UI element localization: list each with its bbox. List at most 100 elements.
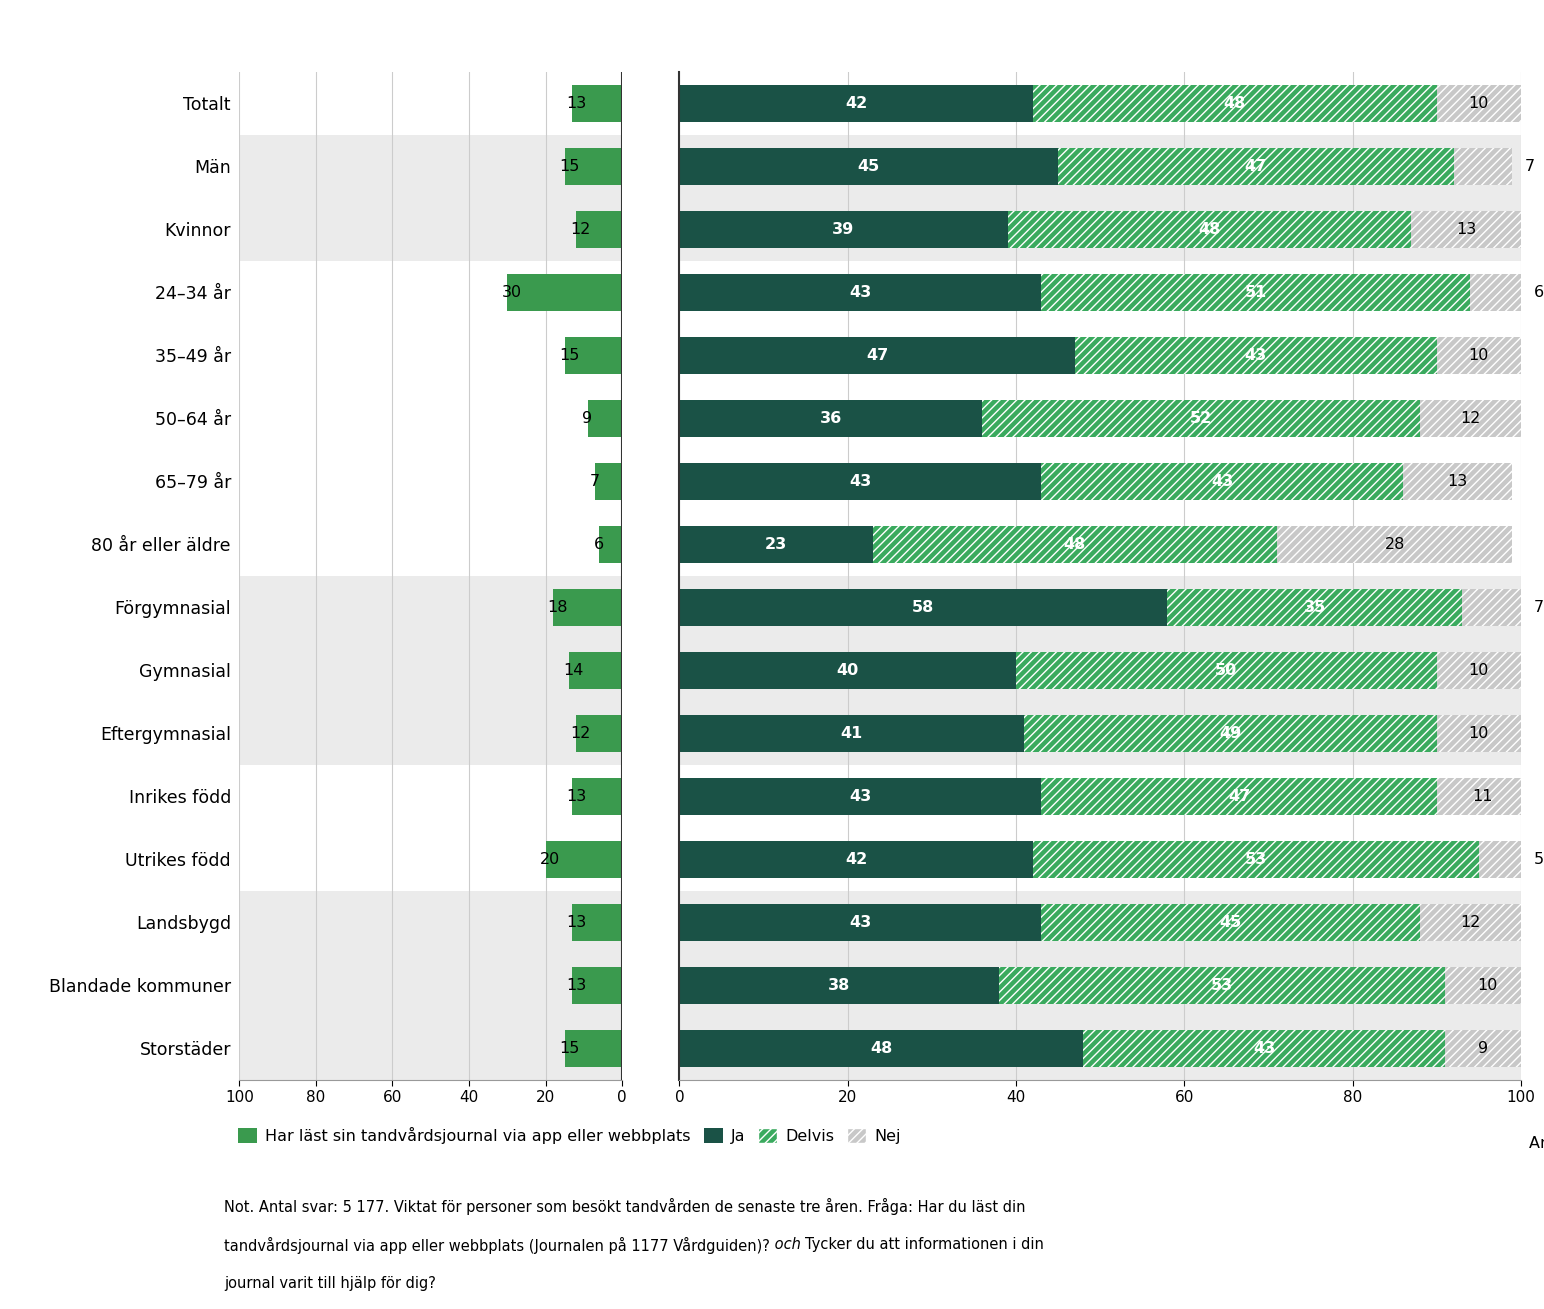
Text: 6: 6 <box>1533 285 1544 300</box>
Text: 42: 42 <box>845 852 868 867</box>
Bar <box>999 967 1445 1004</box>
Text: 10: 10 <box>1468 662 1488 678</box>
Bar <box>573 967 622 1004</box>
Bar <box>1436 85 1521 122</box>
Text: 11: 11 <box>1473 789 1493 804</box>
Bar <box>1470 274 1521 310</box>
Bar <box>679 954 1521 1017</box>
Text: 15: 15 <box>559 158 579 174</box>
Text: 47: 47 <box>866 348 888 363</box>
Bar <box>679 715 1024 751</box>
Text: 43: 43 <box>1254 1041 1275 1056</box>
Bar <box>1420 401 1521 437</box>
Bar <box>1058 148 1453 185</box>
Bar <box>1445 1030 1521 1067</box>
Bar <box>573 905 622 941</box>
Bar <box>239 639 622 702</box>
Bar <box>1033 842 1479 878</box>
Bar <box>679 639 1521 702</box>
Bar <box>1436 338 1521 374</box>
Text: 43: 43 <box>849 915 871 929</box>
Text: 20: 20 <box>540 852 560 867</box>
Bar <box>1167 589 1462 626</box>
Bar <box>1024 715 1436 751</box>
Text: 12: 12 <box>571 726 591 741</box>
Bar <box>545 842 622 878</box>
Bar <box>565 338 622 374</box>
Bar <box>1058 148 1453 185</box>
Bar <box>588 401 622 437</box>
Bar <box>679 338 1075 374</box>
Text: 13: 13 <box>1456 223 1476 237</box>
Bar <box>679 1030 1084 1067</box>
Bar <box>1041 463 1403 500</box>
Text: 53: 53 <box>1210 978 1234 994</box>
Bar <box>1008 211 1411 247</box>
Bar <box>239 891 622 954</box>
Bar <box>999 967 1445 1004</box>
Bar <box>679 463 1041 500</box>
Text: 12: 12 <box>1461 411 1481 425</box>
Bar <box>679 891 1521 954</box>
Bar <box>1436 85 1521 122</box>
Bar <box>679 589 1167 626</box>
Bar <box>679 85 1033 122</box>
Bar <box>1041 778 1436 814</box>
Bar <box>1445 1030 1521 1067</box>
Text: 50: 50 <box>1215 662 1237 678</box>
Text: 53: 53 <box>1244 852 1268 867</box>
Bar <box>679 198 1521 260</box>
Text: 47: 47 <box>1244 158 1268 174</box>
Text: 48: 48 <box>871 1041 892 1056</box>
Bar <box>1041 274 1470 310</box>
Bar <box>679 778 1041 814</box>
Text: 48: 48 <box>1198 223 1221 237</box>
Bar <box>1436 652 1521 689</box>
Bar <box>565 148 622 185</box>
Text: 43: 43 <box>1210 474 1234 490</box>
Bar <box>1462 589 1521 626</box>
Text: 40: 40 <box>837 662 858 678</box>
Bar <box>1084 1030 1445 1067</box>
Bar <box>1436 338 1521 374</box>
Text: journal varit till hjälp för dig?: journal varit till hjälp för dig? <box>224 1276 435 1291</box>
Text: 30: 30 <box>502 285 522 300</box>
Text: 48: 48 <box>1223 96 1246 111</box>
Bar <box>1453 148 1513 185</box>
Bar <box>1403 463 1513 500</box>
Text: 42: 42 <box>845 96 868 111</box>
Text: 39: 39 <box>832 223 854 237</box>
Bar <box>1024 715 1436 751</box>
Bar <box>565 1030 622 1067</box>
Bar <box>1420 905 1521 941</box>
Bar <box>1411 211 1521 247</box>
Bar <box>1436 715 1521 751</box>
Bar <box>239 135 622 198</box>
Bar <box>1436 778 1529 814</box>
Text: 49: 49 <box>1220 726 1241 741</box>
Text: 13: 13 <box>567 915 587 929</box>
Bar <box>1084 1030 1445 1067</box>
Text: 13: 13 <box>567 978 587 994</box>
Text: 14: 14 <box>564 662 584 678</box>
Bar <box>679 905 1041 941</box>
Bar <box>679 401 982 437</box>
Bar <box>1479 842 1521 878</box>
Bar <box>982 401 1420 437</box>
Bar <box>679 526 872 563</box>
Bar <box>1436 715 1521 751</box>
Bar <box>679 842 1033 878</box>
Bar <box>679 652 1016 689</box>
Bar <box>1041 905 1420 941</box>
Bar <box>1277 526 1513 563</box>
Text: 38: 38 <box>828 978 851 994</box>
Bar <box>1420 905 1521 941</box>
Text: 10: 10 <box>1468 96 1488 111</box>
Text: 13: 13 <box>567 789 587 804</box>
Bar <box>1033 85 1436 122</box>
Text: 15: 15 <box>559 348 579 363</box>
Bar <box>239 1017 622 1080</box>
Bar <box>1008 211 1411 247</box>
Text: 5: 5 <box>1533 852 1544 867</box>
Text: 41: 41 <box>841 726 863 741</box>
